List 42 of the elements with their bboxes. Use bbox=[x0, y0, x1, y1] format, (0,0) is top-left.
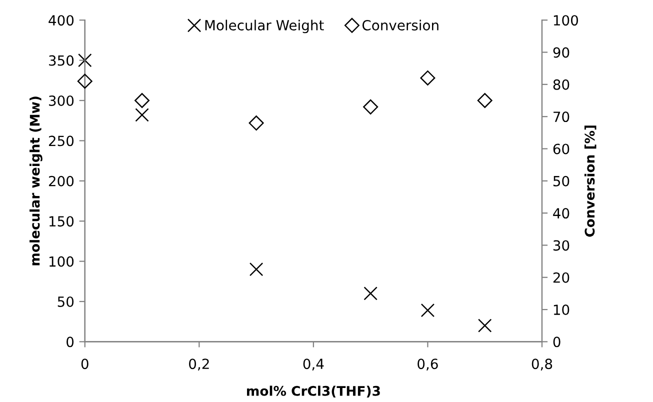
x-tick-label: 0,6 bbox=[418, 358, 438, 371]
point bbox=[478, 318, 492, 332]
point bbox=[420, 303, 435, 318]
point bbox=[477, 93, 492, 108]
x-axis-title: mol% CrCl3(THF)3 bbox=[247, 386, 380, 398]
point bbox=[78, 53, 92, 68]
x-tick-label: 0,2 bbox=[189, 358, 209, 371]
y2-tick-label: 80 bbox=[553, 79, 570, 90]
y2-tick-label: 50 bbox=[553, 176, 570, 186]
point bbox=[364, 286, 378, 300]
y2-axis-title: Conversion [%] bbox=[584, 126, 596, 237]
legend-label: Molecular Weight bbox=[205, 20, 324, 34]
point bbox=[420, 70, 436, 86]
y2-tick-label: 60 bbox=[553, 144, 570, 154]
y-tick-label: 150 bbox=[49, 216, 74, 227]
y-tick-label: 50 bbox=[58, 296, 74, 307]
point bbox=[248, 116, 264, 131]
x-tick-label: 0,4 bbox=[303, 358, 324, 371]
point bbox=[134, 93, 150, 108]
y-tick-label: 100 bbox=[49, 256, 74, 267]
y-tick-label: 300 bbox=[49, 95, 74, 106]
y2-tick-label: 90 bbox=[553, 47, 570, 58]
y-tick-label: 350 bbox=[49, 55, 74, 66]
y-tick-label: 400 bbox=[48, 15, 74, 26]
y-tick-label: 250 bbox=[48, 136, 74, 146]
y2-tick-label: 40 bbox=[553, 208, 570, 219]
y-tick-label: 0 bbox=[66, 336, 74, 348]
y2-tick-label: 20 bbox=[553, 272, 570, 283]
y2-tick-label: 70 bbox=[554, 112, 570, 122]
x-tick-label: 0 bbox=[81, 358, 88, 370]
point bbox=[77, 74, 92, 89]
y2-tick-label: 10 bbox=[554, 304, 570, 316]
point bbox=[135, 108, 149, 122]
y2-tick-label: 30 bbox=[553, 240, 570, 251]
y2-tick-label: 100 bbox=[554, 15, 578, 26]
point bbox=[363, 99, 378, 114]
legend-label: Conversion bbox=[362, 20, 438, 30]
y2-tick-label: 0 bbox=[553, 336, 560, 348]
y-axis-title: molecular weight (Mw) bbox=[30, 96, 42, 266]
x-tick-label: 0,8 bbox=[532, 358, 552, 371]
y-tick-label: 200 bbox=[48, 176, 74, 186]
point bbox=[249, 262, 264, 276]
